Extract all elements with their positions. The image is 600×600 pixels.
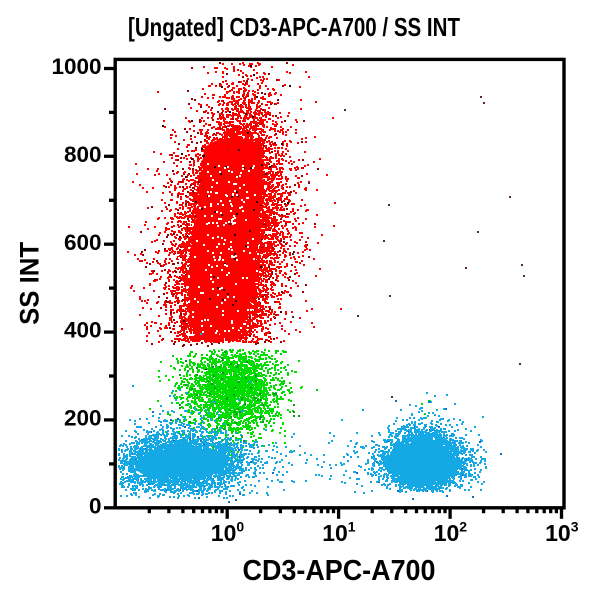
svg-text:[Ungated] CD3-APC-A700 / SS IN: [Ungated] CD3-APC-A700 / SS INT [128,12,460,42]
svg-text:SS INT: SS INT [14,241,44,324]
svg-text:400: 400 [64,318,102,343]
svg-text:1000: 1000 [51,54,101,79]
svg-text:CD3-APC-A700: CD3-APC-A700 [243,555,436,587]
svg-text:200: 200 [64,406,102,431]
svg-text:800: 800 [64,142,102,167]
svg-text:102: 102 [434,518,468,546]
svg-text:0: 0 [89,493,102,518]
svg-text:600: 600 [64,230,102,255]
